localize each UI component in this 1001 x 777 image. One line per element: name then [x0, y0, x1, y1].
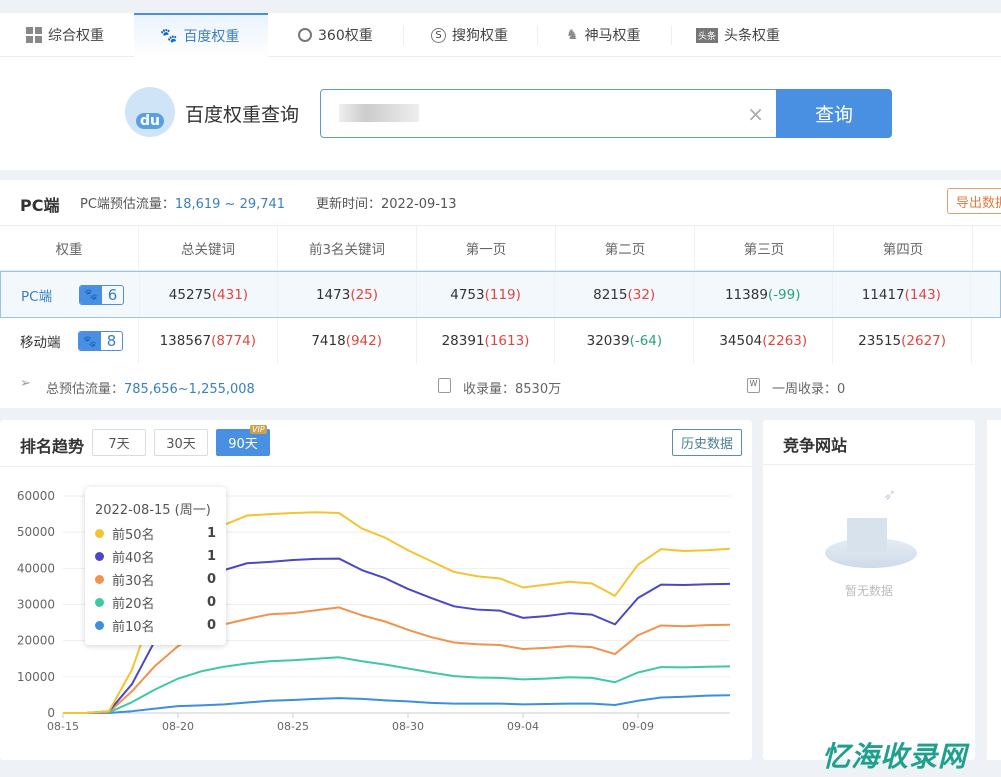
shenma-icon: ♞ — [566, 27, 579, 43]
watermark-logo: 忆海收录网 — [822, 740, 968, 773]
series-line-前20名 — [63, 656, 731, 714]
pc-traffic: 18,619 ~ 29,741 — [174, 197, 286, 212]
table-cell[interactable]: 138567 (8774) — [139, 318, 278, 364]
table-cell[interactable]: 1473 (25) — [278, 272, 417, 317]
weight-badge[interactable]: 🐾 8 — [78, 331, 123, 351]
search-button[interactable]: 查询 — [776, 89, 892, 138]
chart-tooltip: 2022-08-15 (周一) 前50名 1 前40名 1 前30名 0 前20名 0 前10名… — [85, 487, 226, 645]
legend-dot — [95, 621, 104, 630]
send-icon: ➢ — [20, 376, 31, 391]
table-cell[interactable]: 7418 (942) — [278, 318, 417, 364]
y-tick-label: 0 — [47, 706, 55, 720]
baidu-logo: du — [125, 87, 175, 137]
legend-dot — [95, 552, 104, 561]
360-icon — [298, 28, 312, 42]
tooltip-item: 前30名 0 — [95, 568, 216, 591]
tab-toutiao[interactable]: 头条 头条权重 — [696, 27, 781, 44]
stats-title: PC端 — [20, 196, 60, 215]
row-label: PC端 — [21, 288, 53, 305]
side-card — [987, 420, 1001, 760]
summary-bar: ➢ 总预估流量：785,656~1,255,008 收录量：8530万 W 一周… — [0, 364, 1001, 408]
table-row: PC端 🐾 6 45275 (431) 1473 (25) 4753 (119) 8215 (32)… — [0, 271, 1001, 318]
table-cell[interactable]: 11417 (143) — [833, 272, 972, 317]
y-tick-label: 20000 — [17, 634, 55, 648]
search-panel: du 百度权重查询 × 查询 — [0, 57, 1001, 170]
tab-overall[interactable]: 综合权重 — [0, 13, 134, 57]
history-button[interactable]: 历史数据 — [672, 429, 742, 456]
total-traffic: 785,656~1,255,008 — [124, 382, 255, 397]
tooltip-item: 前40名 1 — [95, 545, 216, 568]
x-tick-label: 08-20 — [162, 720, 194, 733]
range-7d-button[interactable]: 7天 — [92, 429, 146, 456]
tab-sogou[interactable]: S 搜狗权重 — [405, 13, 535, 57]
table-cell[interactable]: 28391 (1613) — [417, 318, 556, 364]
tab-baidu[interactable]: 🐾 百度权重 — [134, 13, 268, 57]
range-30d-button[interactable]: 30天 — [154, 429, 208, 456]
x-tick-label: 09-04 — [507, 720, 539, 733]
legend-dot — [95, 575, 104, 584]
table-cell[interactable]: 4753 (119) — [417, 272, 556, 317]
x-tick-label: 09-09 — [622, 720, 654, 733]
legend-dot — [95, 598, 104, 607]
y-tick-label: 50000 — [17, 525, 55, 539]
table-cell[interactable]: 8215 (32) — [555, 272, 694, 317]
table-cell[interactable]: 45275 (431) — [140, 272, 279, 317]
sogou-icon: S — [431, 27, 446, 43]
table-cell[interactable]: 34504 (2263) — [694, 318, 834, 364]
trend-title: 排名趋势 — [20, 437, 85, 456]
engine-tabs: 综合权重 🐾 百度权重 360权重 S 搜狗权重 ♞ 神马权重 头条 头条权重 — [0, 13, 1001, 57]
tooltip-item: 前50名 1 — [95, 522, 216, 545]
table-cell[interactable]: 23515 (2627) — [833, 318, 973, 364]
y-tick-label: 60000 — [17, 489, 55, 503]
copy-icon — [438, 378, 451, 393]
table-cell[interactable]: 32039 (-64) — [555, 318, 695, 364]
table-row: 移动端 🐾 8 138567 (8774) 7418 (942) 28391 (1613) 320… — [0, 318, 1001, 365]
export-button[interactable]: 导出数据 — [947, 188, 1001, 214]
baidu-paw-icon: 🐾 — [160, 28, 178, 44]
search-title: 百度权重查询 — [185, 104, 300, 126]
tooltip-date: 2022-08-15 (周一) — [95, 503, 211, 518]
tooltip-item: 前10名 0 — [95, 614, 216, 637]
vip-badge: VIP — [250, 425, 267, 434]
tooltip-item: 前20名 0 — [95, 591, 216, 614]
series-line-前30名 — [63, 606, 731, 714]
series-line-前10名 — [63, 694, 731, 714]
table-header: 权重 总关键词 前3名关键词 第一页 第二页 第三页 第四页 — [0, 225, 1001, 271]
baidu-paw-icon: 🐾 — [80, 285, 102, 304]
index-count: 8530万 — [515, 382, 562, 397]
toutiao-icon: 头条 — [696, 27, 719, 43]
y-tick-label: 40000 — [17, 561, 55, 575]
y-tick-label: 10000 — [17, 670, 55, 684]
legend-dot — [95, 529, 104, 538]
competitors-title: 竞争网站 — [783, 436, 848, 455]
week-index: 0 — [837, 382, 846, 397]
empty-box-illustration: ➶ — [825, 485, 917, 572]
row-label: 移动端 — [20, 335, 61, 351]
empty-text: 暂无数据 — [844, 584, 893, 598]
clear-icon[interactable]: × — [747, 102, 764, 126]
y-tick-label: 30000 — [17, 598, 55, 612]
tab-shenma[interactable]: ♞ 神马权重 — [566, 27, 641, 44]
x-tick-label: 08-30 — [392, 720, 424, 733]
weight-badge[interactable]: 🐾 6 — [79, 284, 124, 305]
baidu-paw-icon: 🐾 — [79, 332, 101, 350]
search-input[interactable]: × — [320, 89, 778, 138]
table-cell[interactable]: 11389 (-99) — [694, 272, 833, 317]
competitors-card: 竞争网站 ➶ 暂无数据 — [763, 420, 975, 760]
doc-icon: W — [747, 378, 760, 393]
tab-360[interactable]: 360权重 — [272, 13, 402, 57]
grid-icon — [26, 27, 42, 43]
x-tick-label: 08-15 — [47, 720, 79, 733]
x-tick-label: 08-25 — [277, 720, 309, 733]
update-time: 2022-09-13 — [381, 197, 457, 212]
